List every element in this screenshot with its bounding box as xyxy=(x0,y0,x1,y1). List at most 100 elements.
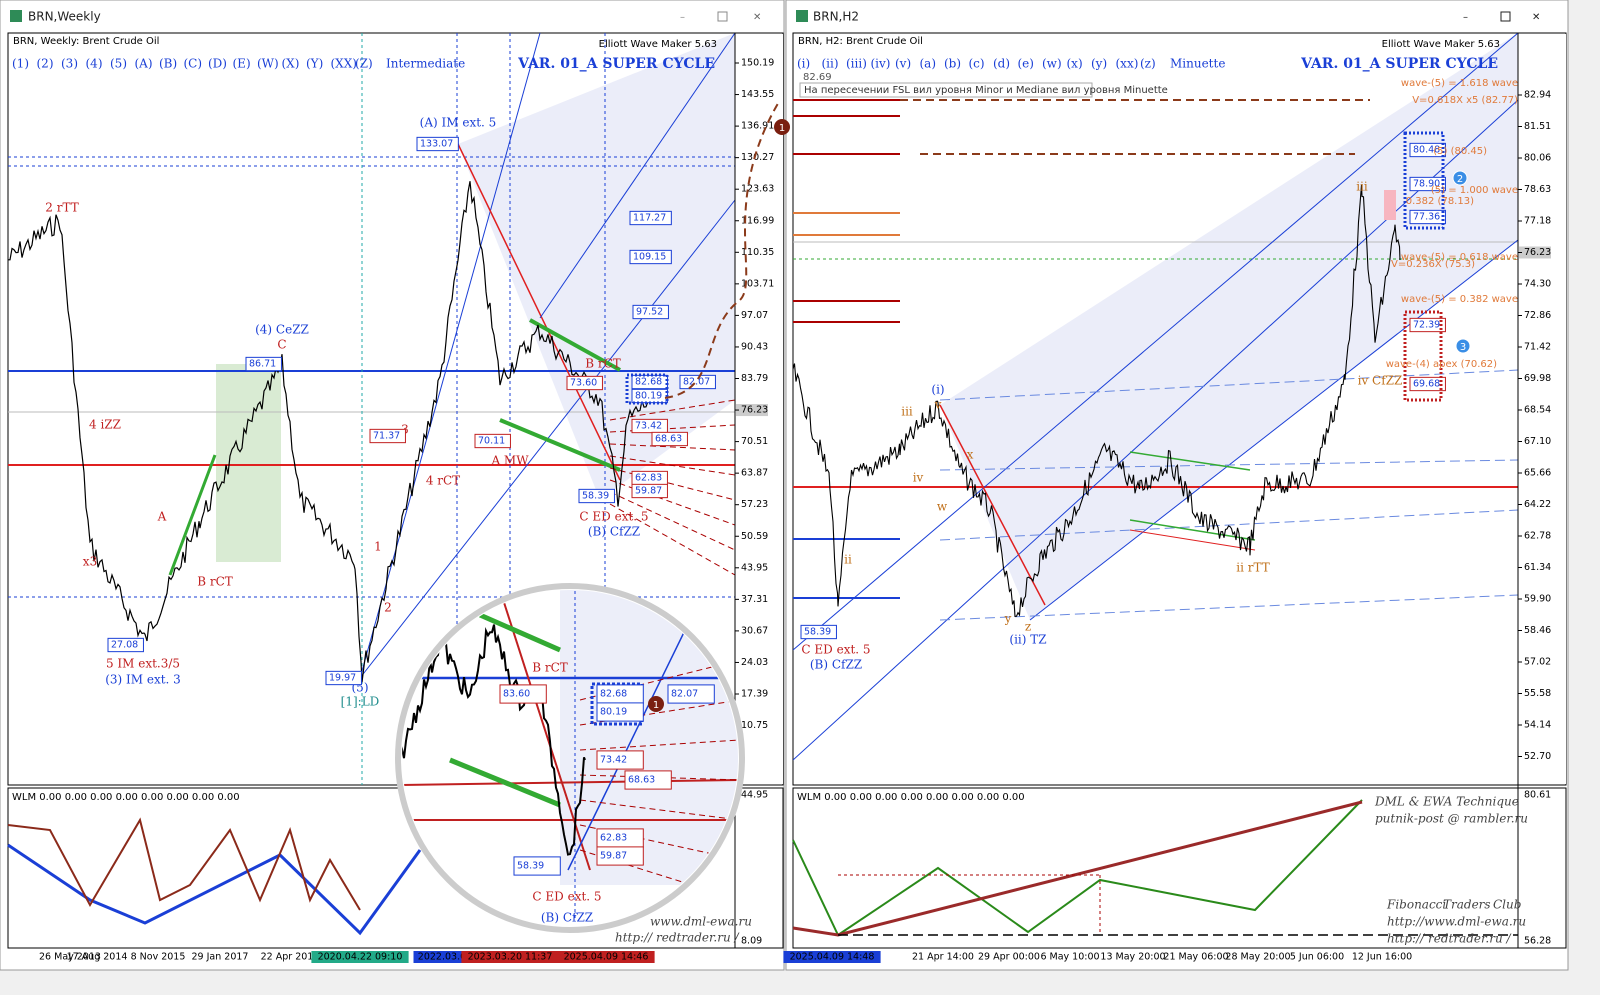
wave-button[interactable]: (E) xyxy=(233,57,251,71)
wave-button[interactable]: (X) xyxy=(282,57,300,71)
wave-button[interactable]: (B) xyxy=(159,57,177,71)
price-box xyxy=(578,488,615,504)
price-box xyxy=(631,374,668,390)
wave-label: B rCT xyxy=(197,575,233,589)
line xyxy=(939,509,1518,541)
line xyxy=(609,467,735,501)
wave-button[interactable]: (d) xyxy=(993,57,1010,71)
price-box-label: 58.39 xyxy=(582,491,609,502)
line xyxy=(579,739,738,751)
degree-button[interactable]: Intermediate xyxy=(386,57,465,71)
wave-button[interactable]: (4) xyxy=(86,57,103,71)
price-box xyxy=(629,210,672,226)
wave-button[interactable]: (c) xyxy=(969,57,985,71)
line xyxy=(939,594,1518,621)
maximize[interactable] xyxy=(717,11,728,22)
line xyxy=(1129,519,1256,541)
maximize[interactable] xyxy=(1500,11,1511,22)
signature: http:// redtrader.ru / xyxy=(1387,932,1513,946)
indicator-axis-label: 80.61 xyxy=(1524,790,1551,801)
signature: http://www.dml-ewa.ru xyxy=(1387,915,1526,929)
price-axis-label: 17.39 xyxy=(741,689,768,700)
wave-button[interactable]: (1) xyxy=(12,57,29,71)
wave-button[interactable]: (A) xyxy=(135,57,153,71)
price-axis-label: 65.66 xyxy=(1524,468,1551,479)
fib-label: (5) = 1.000 wave xyxy=(1431,185,1518,196)
close[interactable]: ✕ xyxy=(753,12,761,23)
signature: Fibonacci xyxy=(1386,898,1446,912)
price-box-label: 83.60 xyxy=(503,689,530,700)
line xyxy=(609,503,735,576)
price-box xyxy=(325,670,362,686)
price-box-label: 82.68 xyxy=(635,377,662,388)
wave-button[interactable]: (w) xyxy=(1042,57,1062,71)
close[interactable]: ✕ xyxy=(1532,12,1540,23)
price-box-label: 70.11 xyxy=(478,436,505,447)
wave-button[interactable]: (iv) xyxy=(871,57,891,71)
wave-button[interactable]: (xx) xyxy=(1116,57,1139,71)
wave-button[interactable]: (iii) xyxy=(846,57,867,71)
wave-label: (ii) TZ xyxy=(1009,633,1046,647)
wave-button[interactable]: (v) xyxy=(895,57,911,71)
window-title: BRN,Weekly xyxy=(28,10,101,24)
price-box xyxy=(679,374,716,390)
price-box xyxy=(513,856,561,876)
signature: putnik-post @ rambler.ru xyxy=(1375,812,1528,826)
price-axis-label: 61.34 xyxy=(1524,562,1551,573)
wave-button[interactable]: (D) xyxy=(208,57,227,71)
price-axis-label: 67.10 xyxy=(1524,436,1551,447)
wave-button[interactable]: (b) xyxy=(944,57,961,71)
time-axis-label: 21 Apr 14:00 xyxy=(912,952,974,963)
price-box-label: 78.90 xyxy=(1413,179,1440,190)
wave-button[interactable]: (XX) xyxy=(331,57,357,71)
price-trace xyxy=(793,184,1401,618)
price-axis-label: 24.03 xyxy=(741,657,768,668)
wave-label: z xyxy=(1025,620,1031,634)
wave-button[interactable]: (3) xyxy=(61,57,78,71)
price-axis-label: 150.19 xyxy=(741,58,774,69)
price-axis-label: 103.71 xyxy=(741,278,774,289)
line xyxy=(609,443,735,451)
time-axis-label: 29 Jan 2017 xyxy=(192,952,249,963)
fork-area xyxy=(940,33,1518,620)
time-axis-label: 2022.03.08 xyxy=(418,952,472,963)
site-label: http:// redtrader.ru / xyxy=(615,931,741,945)
price-box xyxy=(667,684,715,704)
line xyxy=(529,318,621,372)
price-axis-label: 63.87 xyxy=(741,468,768,479)
wave-button[interactable]: (e) xyxy=(1018,57,1034,71)
line xyxy=(939,404,1046,606)
wave-button[interactable]: (z) xyxy=(1140,57,1156,71)
price-box-label: 62.83 xyxy=(600,833,627,844)
dotted-frame xyxy=(1403,310,1443,402)
wave-button[interactable]: (a) xyxy=(920,57,937,71)
wave-button[interactable]: (2) xyxy=(37,57,54,71)
wave-button[interactable]: (Y) xyxy=(306,57,323,71)
line xyxy=(939,369,1518,401)
line xyxy=(579,799,738,821)
price-box-label: 71.37 xyxy=(373,431,400,442)
wave-button[interactable]: (ii) xyxy=(822,57,839,71)
minimize[interactable]: – xyxy=(680,12,685,23)
price-axis-label: 143.55 xyxy=(741,89,774,100)
price-box xyxy=(499,684,547,704)
wave-button[interactable]: (C) xyxy=(184,57,203,71)
wave-button[interactable]: (i) xyxy=(797,57,810,71)
degree-button[interactable]: Minuette xyxy=(1170,57,1225,71)
wave-button[interactable]: (Z) xyxy=(355,57,373,71)
wave-button[interactable]: (x) xyxy=(1067,57,1083,71)
wave-button[interactable]: (y) xyxy=(1091,57,1107,71)
price-box-label: 80.19 xyxy=(635,391,662,402)
fib-label: wave-(5) = 1.618 wave xyxy=(1401,78,1518,89)
wave-button[interactable]: (5) xyxy=(110,57,127,71)
price-box-label: 80.48 xyxy=(1413,145,1440,156)
indicator-axis-label: 56.28 xyxy=(1524,936,1551,947)
price-box-label: 133.07 xyxy=(420,139,453,150)
wave-button[interactable]: (W) xyxy=(257,57,279,71)
line xyxy=(1129,451,1251,471)
minimize[interactable]: – xyxy=(1463,12,1468,23)
price-axis-label: 116.99 xyxy=(741,215,774,226)
price-box-label: 82.07 xyxy=(671,689,698,700)
line xyxy=(793,33,1518,651)
line xyxy=(359,33,541,679)
